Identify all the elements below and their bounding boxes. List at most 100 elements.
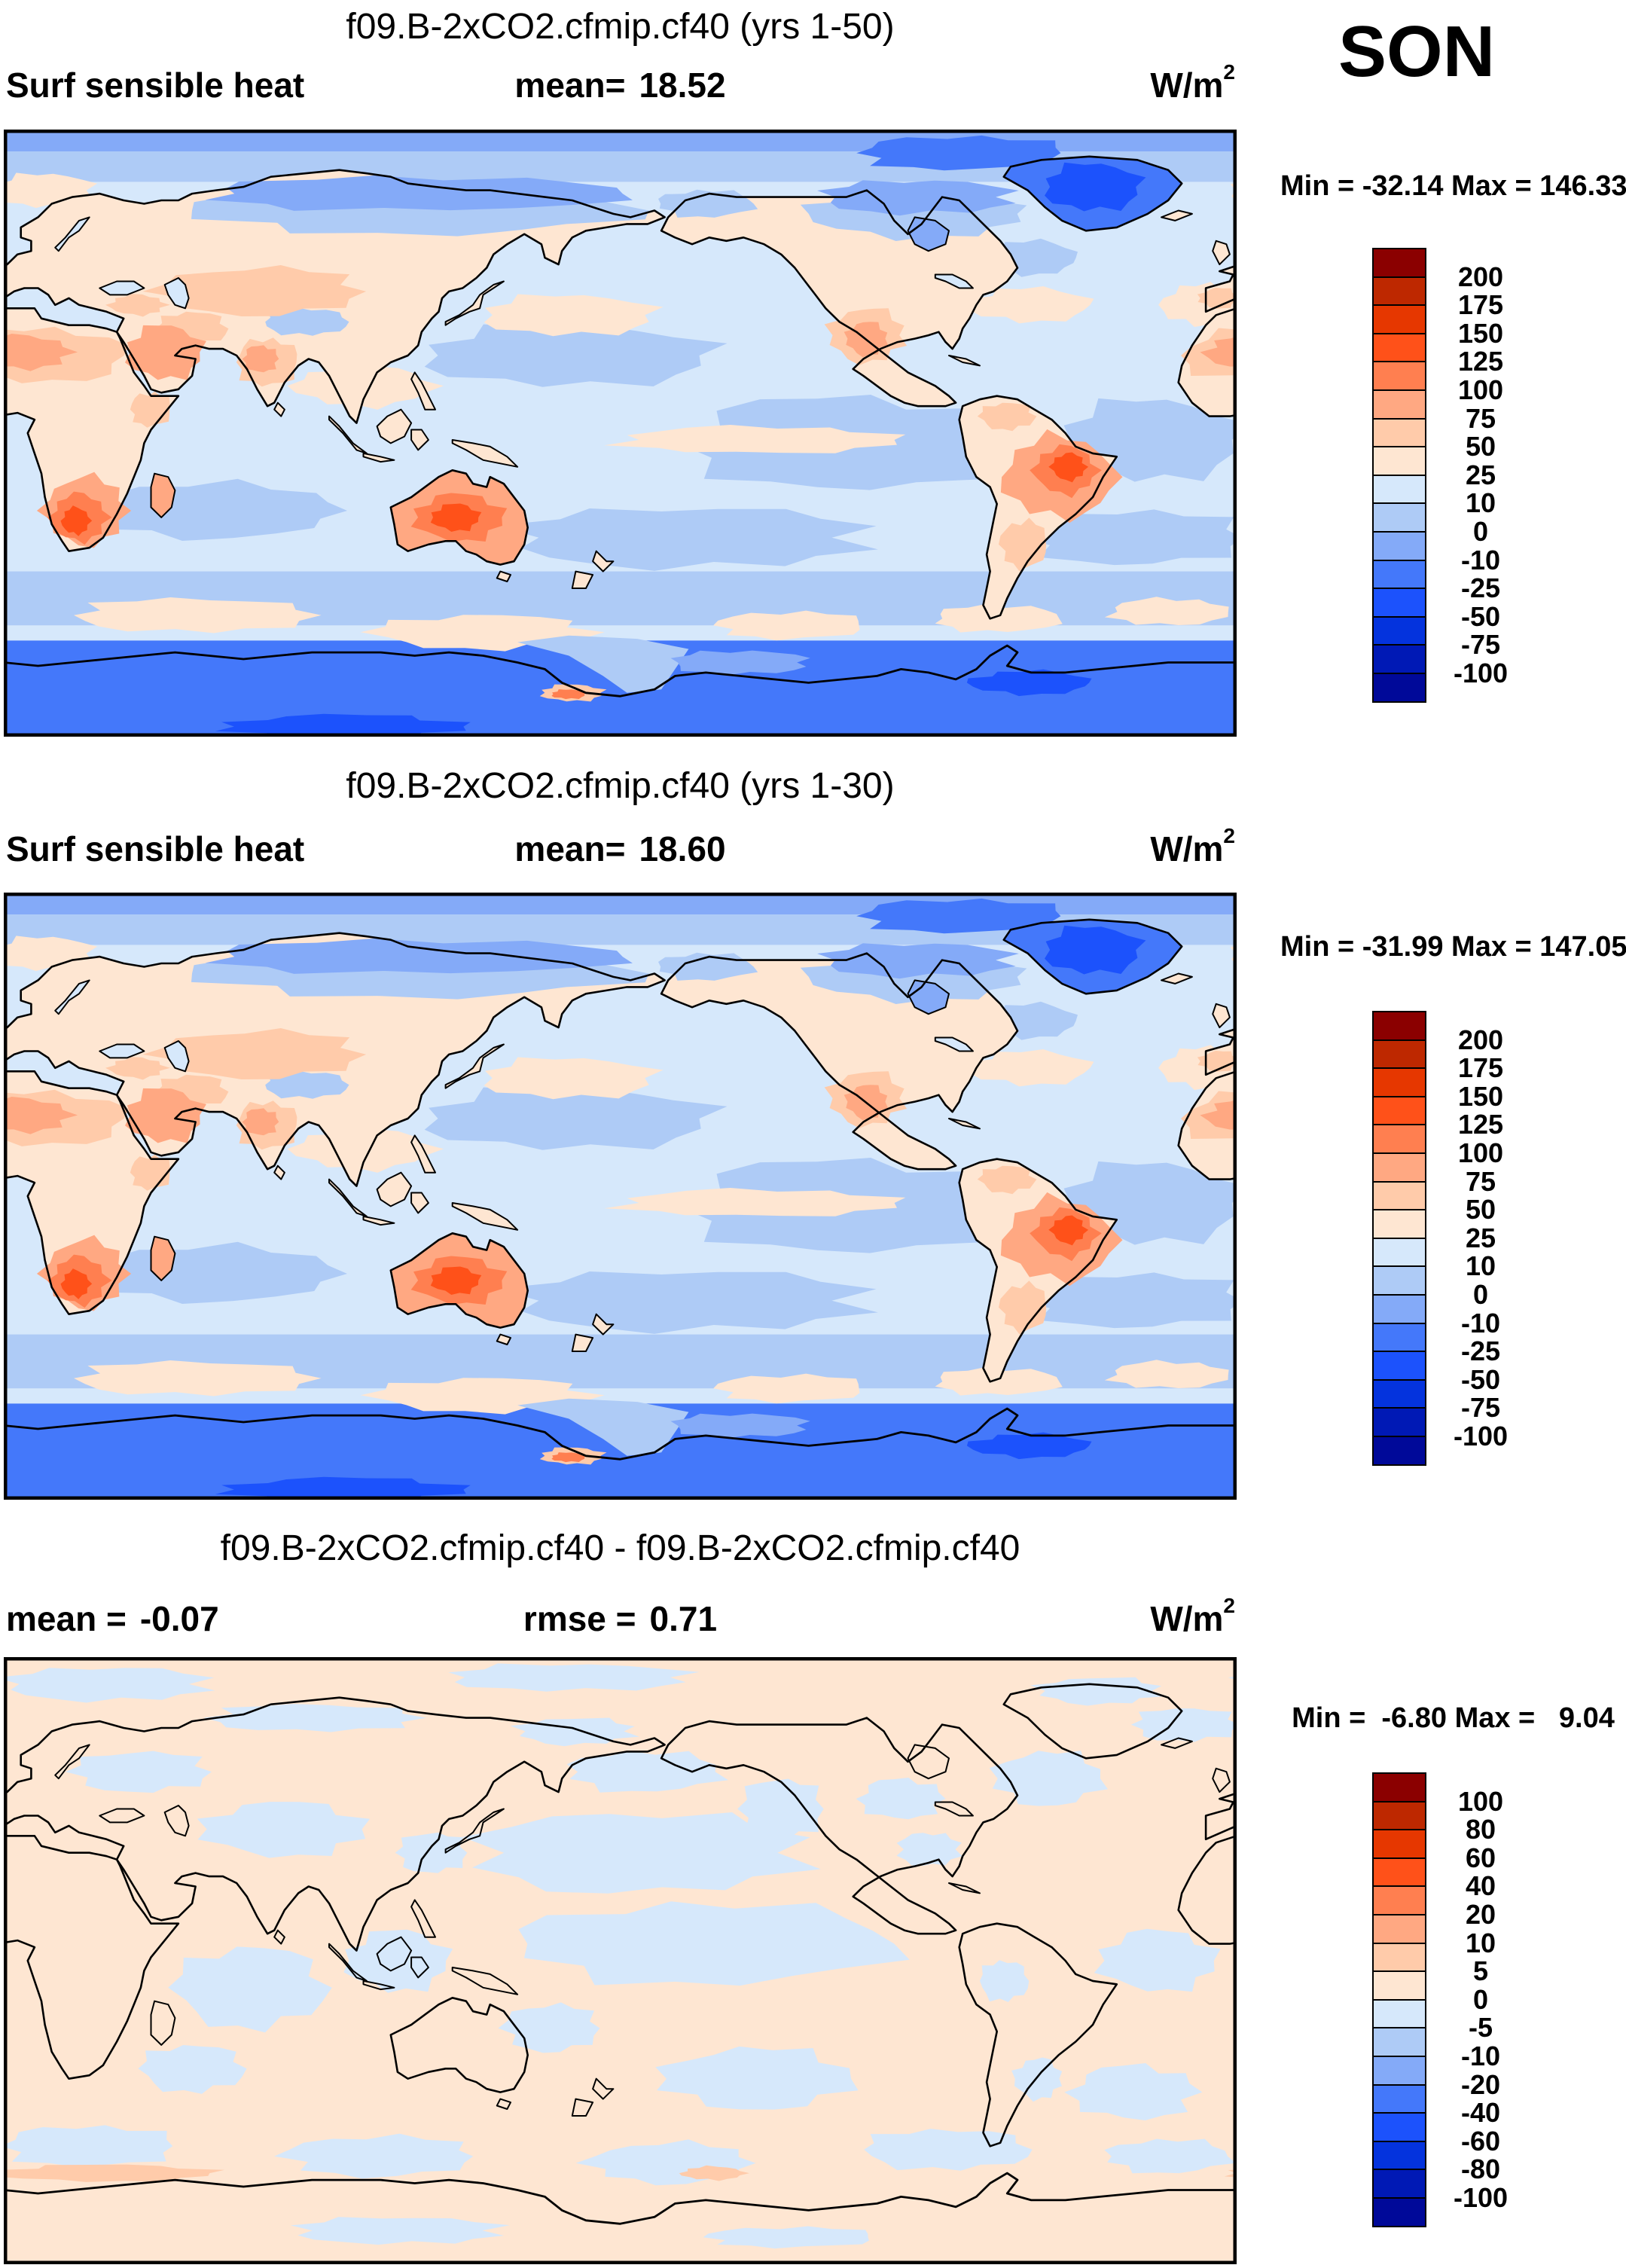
colorbar-tick-label: 75 xyxy=(1465,1165,1496,1197)
world-map-panel2 xyxy=(4,893,1237,1500)
panel1-stats-row: Surf sensible heat mean= 18.52 W/m2 xyxy=(4,60,1237,107)
colorbar-tick-label: -75 xyxy=(1460,629,1501,661)
colorbar-tick-label: 200 xyxy=(1457,261,1504,292)
colorbar-cell xyxy=(1372,1067,1426,1097)
colorbar-tick-label: 10 xyxy=(1465,487,1496,519)
colorbar-cell xyxy=(1372,1237,1426,1268)
colorbar-cell xyxy=(1372,1914,1426,1944)
colorbar-cell xyxy=(1372,332,1426,363)
panel2-mean-stat: mean= 18.60 xyxy=(4,829,1237,869)
colorbar-tick-label: 0 xyxy=(1472,516,1489,547)
colorbar-tick-label: -25 xyxy=(1460,572,1501,604)
colorbar-tick-label: 75 xyxy=(1465,402,1496,434)
panel3-mean-stat: mean = -0.07 xyxy=(6,1598,219,1639)
colorbar-cell xyxy=(1372,559,1426,590)
panel1-minmax-label: Min = -32.14 Max = 146.33 xyxy=(1280,170,1626,202)
panel1-mean-label: mean= xyxy=(514,66,626,105)
world-map-panel1 xyxy=(4,130,1237,737)
world-map-panel3-difference xyxy=(4,1657,1237,2264)
colorbar-tick-label: 100 xyxy=(1457,1137,1504,1168)
colorbar-cell xyxy=(1372,1322,1426,1353)
colorbar-tick-label: 50 xyxy=(1465,431,1496,462)
colorbar-tick-label: -60 xyxy=(1460,2125,1501,2157)
colorbar-tick-label: -20 xyxy=(1460,2068,1501,2100)
colorbar-cell xyxy=(1372,474,1426,505)
panel3-title: f09.B-2xCO2.cfmip.cf40 - f09.B-2xCO2.cfm… xyxy=(220,1528,1020,1568)
panel1-variable-label: Surf sensible heat xyxy=(6,65,318,105)
colorbar-cell xyxy=(1372,2140,1426,2171)
colorbar-tick-label: 150 xyxy=(1457,317,1504,349)
colorbar-cell xyxy=(1372,2027,1426,2057)
colorbar-cell xyxy=(1372,276,1426,307)
colorbar-tick-label: -80 xyxy=(1460,2154,1501,2185)
colorbar-cell xyxy=(1372,2112,1426,2142)
colorbar-tick-label: -10 xyxy=(1460,2041,1501,2071)
panel2-stats-row: Surf sensible heat mean= 18.60 W/m2 xyxy=(4,824,1237,871)
colorbar-tick-label: 175 xyxy=(1457,1052,1504,1084)
colorbar-tick-label: 10 xyxy=(1465,1927,1496,1958)
colorbar-panel3: 100 80 60 40 20 10 5 0 -5 -10 -20 -40 -60 -80 -100 xyxy=(1372,1772,1626,2227)
colorbar-tick-label: 175 xyxy=(1457,289,1504,321)
colorbar-tick-label: -100 xyxy=(1453,2182,1509,2213)
colorbar-cell xyxy=(1372,2169,1426,2199)
panel2-variable-label: Surf sensible heat xyxy=(6,829,318,869)
colorbar-tick-label: -50 xyxy=(1460,600,1501,632)
colorbar-cell xyxy=(1372,248,1426,278)
panel3-minmax-label: Min = -6.80 Max = 9.04 xyxy=(1292,1702,1615,1734)
colorbar-cell xyxy=(1372,1209,1426,1239)
colorbar-cell xyxy=(1372,389,1426,420)
panel3-rmse-label: rmse = xyxy=(523,1599,636,1638)
colorbar-tick-label: -40 xyxy=(1460,2097,1501,2129)
colorbar-cell xyxy=(1372,2056,1426,2086)
colorbar-tick-label: -75 xyxy=(1460,1392,1501,1424)
panel1-left-label: Surf sensible heat xyxy=(6,66,305,105)
panel2-units-base: W/m xyxy=(1150,829,1224,868)
panel1-mean-stat: mean= 18.52 xyxy=(4,65,1237,105)
colorbar-tick-label: 125 xyxy=(1457,1109,1504,1140)
colorbar-tick-label: -5 xyxy=(1468,2012,1493,2044)
colorbar-cell xyxy=(1372,644,1426,674)
panel3-stats-row: mean = -0.07 rmse = 0.71 W/m2 xyxy=(4,1594,1237,1641)
colorbar-cell xyxy=(1372,1829,1426,1859)
colorbar-tick-label: 100 xyxy=(1457,1785,1504,1817)
colorbar-tick-label: 80 xyxy=(1465,1814,1496,1845)
colorbar-cell xyxy=(1372,1885,1426,1915)
panel1-title: f09.B-2xCO2.cfmip.cf40 (yrs 1-50) xyxy=(346,7,895,47)
colorbar-cell xyxy=(1372,1039,1426,1070)
panel2-left-label: Surf sensible heat xyxy=(6,829,305,868)
colorbar-tick-label: -100 xyxy=(1453,1421,1509,1451)
colorbar-cell xyxy=(1372,1265,1426,1296)
colorbar-panel2: 200 175 150 125 100 75 50 25 10 0 -10 -25 -50 -75 -100 xyxy=(1372,1011,1626,1466)
colorbar-cell xyxy=(1372,1772,1426,1802)
panel3-mean-label: mean = xyxy=(6,1599,127,1638)
panel3-units-label: W/m2 xyxy=(1150,1594,1235,1639)
colorbar-tick-label: 200 xyxy=(1457,1024,1504,1055)
colorbar-cell xyxy=(1372,417,1426,448)
panel1-units-base: W/m xyxy=(1150,66,1224,105)
colorbar-cell xyxy=(1372,673,1426,703)
panel2-minmax-label: Min = -31.99 Max = 147.05 xyxy=(1280,931,1626,963)
colorbar-tick-label: 125 xyxy=(1457,346,1504,377)
colorbar-tick-label: 20 xyxy=(1465,1899,1496,1930)
colorbar-cell xyxy=(1372,502,1426,533)
colorbar-cell xyxy=(1372,1351,1426,1381)
colorbar-tick-label: 10 xyxy=(1465,1250,1496,1282)
colorbar-tick-label: 40 xyxy=(1465,1870,1496,1902)
colorbar-cell xyxy=(1372,1011,1426,1041)
panel1-units-label: W/m2 xyxy=(1150,60,1235,105)
colorbar-cell xyxy=(1372,1407,1426,1437)
colorbar-tick-label: 5 xyxy=(1472,1955,1489,1987)
panel1-mean-value: 18.52 xyxy=(639,66,726,105)
panel3-units-exponent: 2 xyxy=(1223,1594,1235,1617)
panel2-title: f09.B-2xCO2.cfmip.cf40 (yrs 1-30) xyxy=(346,766,895,806)
colorbar-tick-label: 25 xyxy=(1465,1222,1496,1253)
colorbar-cell xyxy=(1372,1378,1426,1409)
colorbar-tick-label: 50 xyxy=(1465,1194,1496,1226)
colorbar-cell xyxy=(1372,1942,1426,1973)
panel2-mean-value: 18.60 xyxy=(639,829,726,868)
panel3-rmse-stat: rmse = 0.71 xyxy=(4,1598,1237,1639)
colorbar-cell xyxy=(1372,588,1426,618)
colorbar-cell xyxy=(1372,1998,1426,2029)
colorbar-cell xyxy=(1372,361,1426,391)
